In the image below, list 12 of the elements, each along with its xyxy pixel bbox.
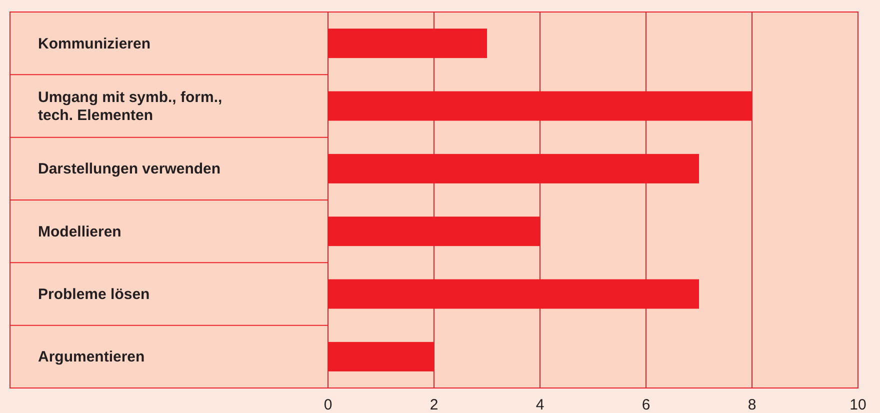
y-tick-label: Argumentieren — [38, 348, 145, 366]
x-tick-label: 4 — [536, 396, 544, 413]
y-tick-label: Darstellungen verwenden — [38, 160, 221, 178]
x-tick-label: 10 — [850, 396, 866, 413]
x-tick-label: 2 — [430, 396, 438, 413]
x-tick-label: 6 — [642, 396, 650, 413]
x-tick-label: 8 — [748, 396, 756, 413]
y-tick-label: Umgang mit symb., form., tech. Elementen — [38, 88, 222, 124]
y-tick-label: Probleme lösen — [38, 286, 150, 302]
y-tick-label: Kommunizieren — [38, 34, 151, 52]
x-tick-label: 0 — [324, 396, 332, 413]
y-tick-label: Modellieren — [38, 222, 122, 240]
